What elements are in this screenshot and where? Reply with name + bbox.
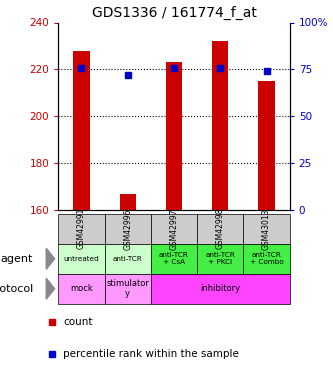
Text: GSM42997: GSM42997 bbox=[169, 208, 178, 249]
Text: anti-TCR
+ PKCi: anti-TCR + PKCi bbox=[205, 252, 235, 265]
Text: mock: mock bbox=[70, 284, 93, 293]
Text: GSM42991: GSM42991 bbox=[77, 208, 86, 249]
Bar bbox=[258, 81, 275, 210]
Bar bbox=[151, 274, 290, 304]
Bar bbox=[73, 51, 90, 210]
Bar bbox=[197, 244, 243, 274]
Text: inhibitory: inhibitory bbox=[200, 284, 240, 293]
Bar bbox=[58, 274, 105, 304]
Text: count: count bbox=[64, 317, 93, 327]
Bar bbox=[212, 41, 228, 210]
Text: anti-TCR
+ Combo: anti-TCR + Combo bbox=[250, 252, 283, 265]
Text: GSM43013: GSM43013 bbox=[262, 208, 271, 249]
Bar bbox=[151, 244, 197, 274]
Bar bbox=[243, 244, 290, 274]
Text: percentile rank within the sample: percentile rank within the sample bbox=[64, 349, 239, 359]
Text: anti-TCR
+ CsA: anti-TCR + CsA bbox=[159, 252, 189, 265]
Bar bbox=[105, 274, 151, 304]
Text: GSM42996: GSM42996 bbox=[123, 208, 132, 249]
Bar bbox=[151, 214, 197, 244]
Bar bbox=[105, 244, 151, 274]
Text: protocol: protocol bbox=[0, 284, 33, 294]
Text: stimulator
y: stimulator y bbox=[106, 279, 149, 298]
Text: anti-TCR: anti-TCR bbox=[113, 256, 143, 262]
Title: GDS1336 / 161774_f_at: GDS1336 / 161774_f_at bbox=[92, 6, 256, 20]
Bar bbox=[166, 62, 182, 210]
Text: agent: agent bbox=[0, 254, 33, 264]
Polygon shape bbox=[46, 278, 55, 299]
Bar bbox=[243, 214, 290, 244]
Bar bbox=[120, 194, 136, 210]
Bar bbox=[58, 244, 105, 274]
Text: GSM42998: GSM42998 bbox=[216, 208, 225, 249]
Bar bbox=[105, 214, 151, 244]
Bar bbox=[197, 214, 243, 244]
Text: untreated: untreated bbox=[64, 256, 99, 262]
Polygon shape bbox=[46, 248, 55, 269]
Bar bbox=[58, 214, 105, 244]
